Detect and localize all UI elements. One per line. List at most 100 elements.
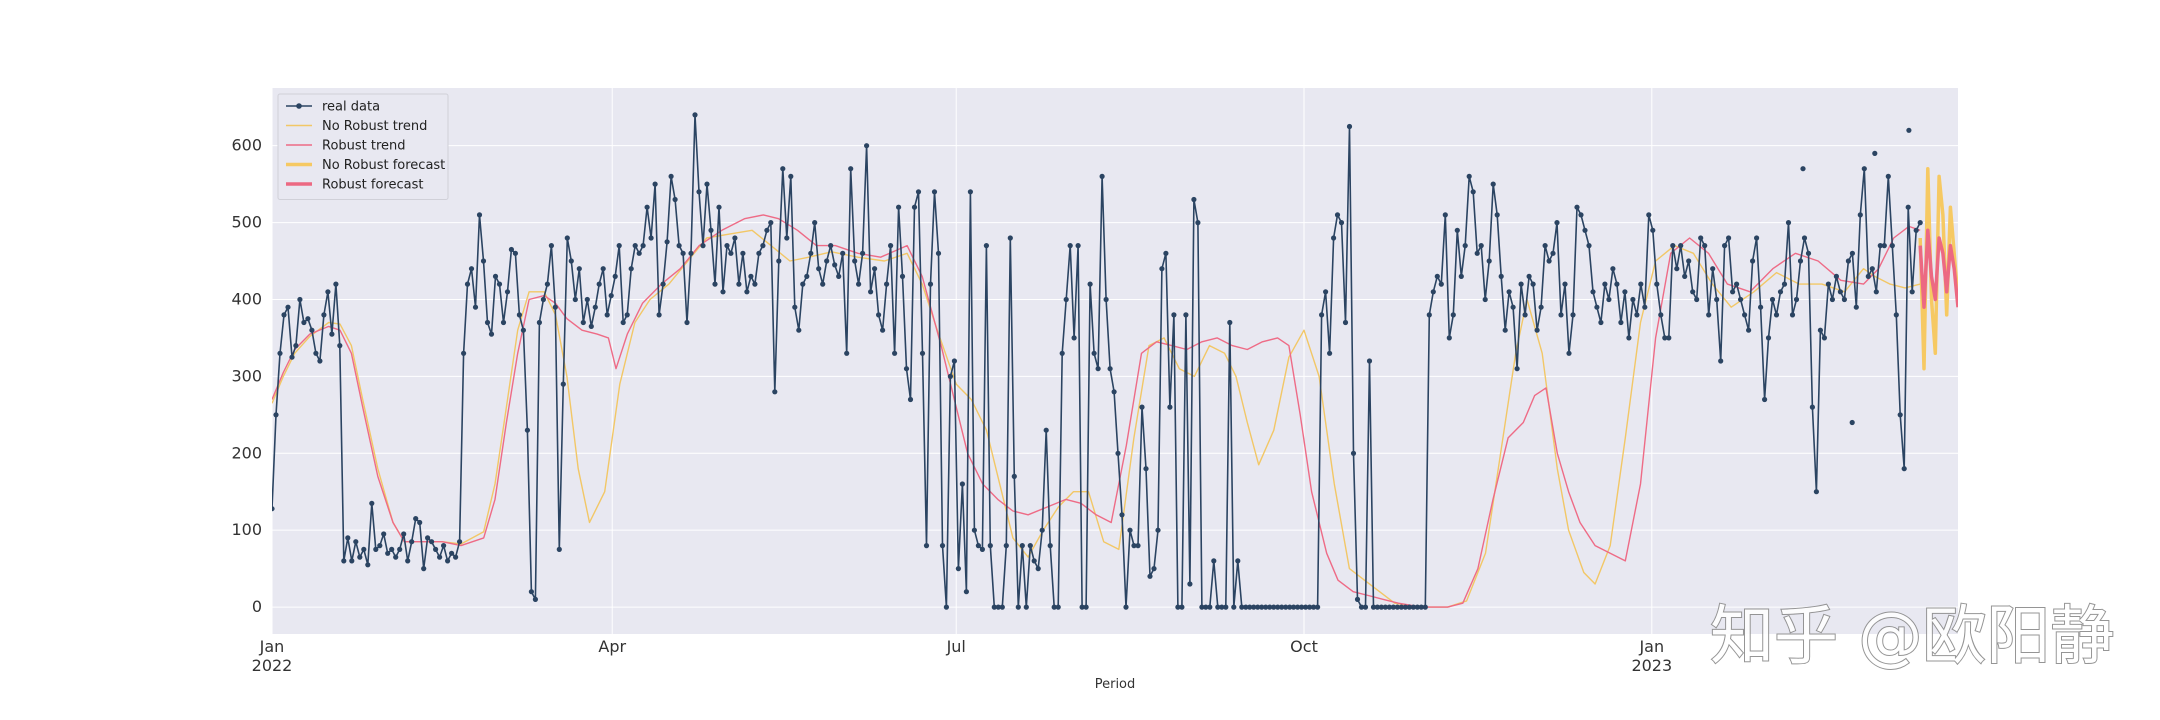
data-point xyxy=(313,350,319,356)
data-point xyxy=(684,319,690,326)
data-point xyxy=(1398,604,1404,610)
data-point xyxy=(453,554,459,560)
data-point xyxy=(437,554,443,560)
data-point xyxy=(441,543,447,549)
data-point xyxy=(732,235,738,241)
data-point xyxy=(277,350,283,356)
data-point xyxy=(1805,250,1812,256)
data-point xyxy=(1474,250,1480,256)
data-point xyxy=(1817,327,1823,333)
data-point xyxy=(1833,273,1839,279)
data-point xyxy=(628,266,634,272)
data-point xyxy=(1865,273,1871,279)
data-point xyxy=(329,331,335,337)
data-point xyxy=(552,304,558,310)
data-point xyxy=(1538,304,1544,310)
data-point xyxy=(1279,604,1285,610)
data-point xyxy=(1626,335,1632,341)
data-point xyxy=(1163,250,1169,256)
data-point xyxy=(1550,250,1556,256)
data-point xyxy=(744,289,750,295)
data-point xyxy=(1610,266,1616,272)
data-point xyxy=(1334,212,1341,218)
data-point xyxy=(1873,289,1879,295)
data-point xyxy=(1618,319,1624,326)
data-point xyxy=(520,327,527,333)
data-point xyxy=(1203,604,1209,610)
data-point xyxy=(1893,312,1899,318)
data-point xyxy=(1187,581,1193,587)
data-point xyxy=(720,289,726,295)
data-point xyxy=(1634,312,1640,318)
data-point xyxy=(668,173,674,179)
data-point xyxy=(967,189,974,195)
data-point xyxy=(915,189,922,195)
legend-label: real data xyxy=(322,100,380,115)
data-point xyxy=(1742,312,1748,318)
data-point xyxy=(1231,604,1237,610)
data-point xyxy=(1342,319,1349,326)
data-point xyxy=(760,243,766,249)
data-point xyxy=(285,304,291,310)
data-point xyxy=(1674,266,1680,272)
data-point xyxy=(1482,296,1488,303)
data-point xyxy=(1027,543,1033,549)
data-point xyxy=(1578,212,1584,218)
legend: real data No Robust trend Robust trend No R… xyxy=(277,93,449,200)
data-point xyxy=(1402,604,1408,610)
data-point xyxy=(1841,296,1847,303)
data-point xyxy=(1323,289,1329,295)
data-point xyxy=(955,566,962,572)
data-point xyxy=(1722,243,1728,249)
data-point xyxy=(341,558,347,564)
data-point xyxy=(528,589,535,595)
series-line xyxy=(272,229,1921,608)
data-point xyxy=(1287,604,1293,610)
data-point xyxy=(1769,296,1776,303)
data-point xyxy=(1079,604,1085,610)
data-point xyxy=(800,281,806,287)
data-point xyxy=(700,243,706,249)
data-point xyxy=(1390,604,1396,610)
data-point xyxy=(1542,243,1548,249)
data-point xyxy=(1658,312,1664,318)
data-point xyxy=(417,519,423,526)
data-point xyxy=(281,312,287,318)
data-point xyxy=(896,204,902,210)
data-point xyxy=(365,562,371,568)
data-point xyxy=(1797,258,1804,264)
data-point xyxy=(1869,266,1875,272)
data-point xyxy=(804,273,810,279)
data-point xyxy=(959,481,966,487)
data-point xyxy=(752,281,758,287)
y-tick-label: 500 xyxy=(231,213,262,232)
series-line xyxy=(272,114,1921,608)
data-point xyxy=(848,166,854,172)
data-point xyxy=(464,281,471,287)
data-point xyxy=(1646,212,1652,218)
data-point xyxy=(636,250,642,256)
legend-marker xyxy=(296,103,302,109)
data-point xyxy=(1422,604,1428,610)
data-point xyxy=(596,281,602,287)
data-point xyxy=(1295,604,1301,610)
data-point xyxy=(1275,604,1281,610)
data-point xyxy=(1111,389,1117,395)
data-point xyxy=(572,296,578,303)
data-point xyxy=(1845,258,1851,264)
data-point xyxy=(1311,604,1317,610)
data-point xyxy=(1800,166,1806,172)
data-point xyxy=(1650,227,1656,233)
data-point xyxy=(1354,596,1361,603)
data-point xyxy=(1666,335,1672,341)
data-point xyxy=(660,281,666,287)
data-point xyxy=(484,319,491,326)
data-point xyxy=(824,258,830,264)
data-point xyxy=(1207,604,1213,610)
data-point xyxy=(1801,235,1808,241)
data-point xyxy=(1746,327,1752,333)
data-point xyxy=(544,281,551,287)
data-point xyxy=(361,546,367,553)
data-point xyxy=(1594,304,1600,310)
